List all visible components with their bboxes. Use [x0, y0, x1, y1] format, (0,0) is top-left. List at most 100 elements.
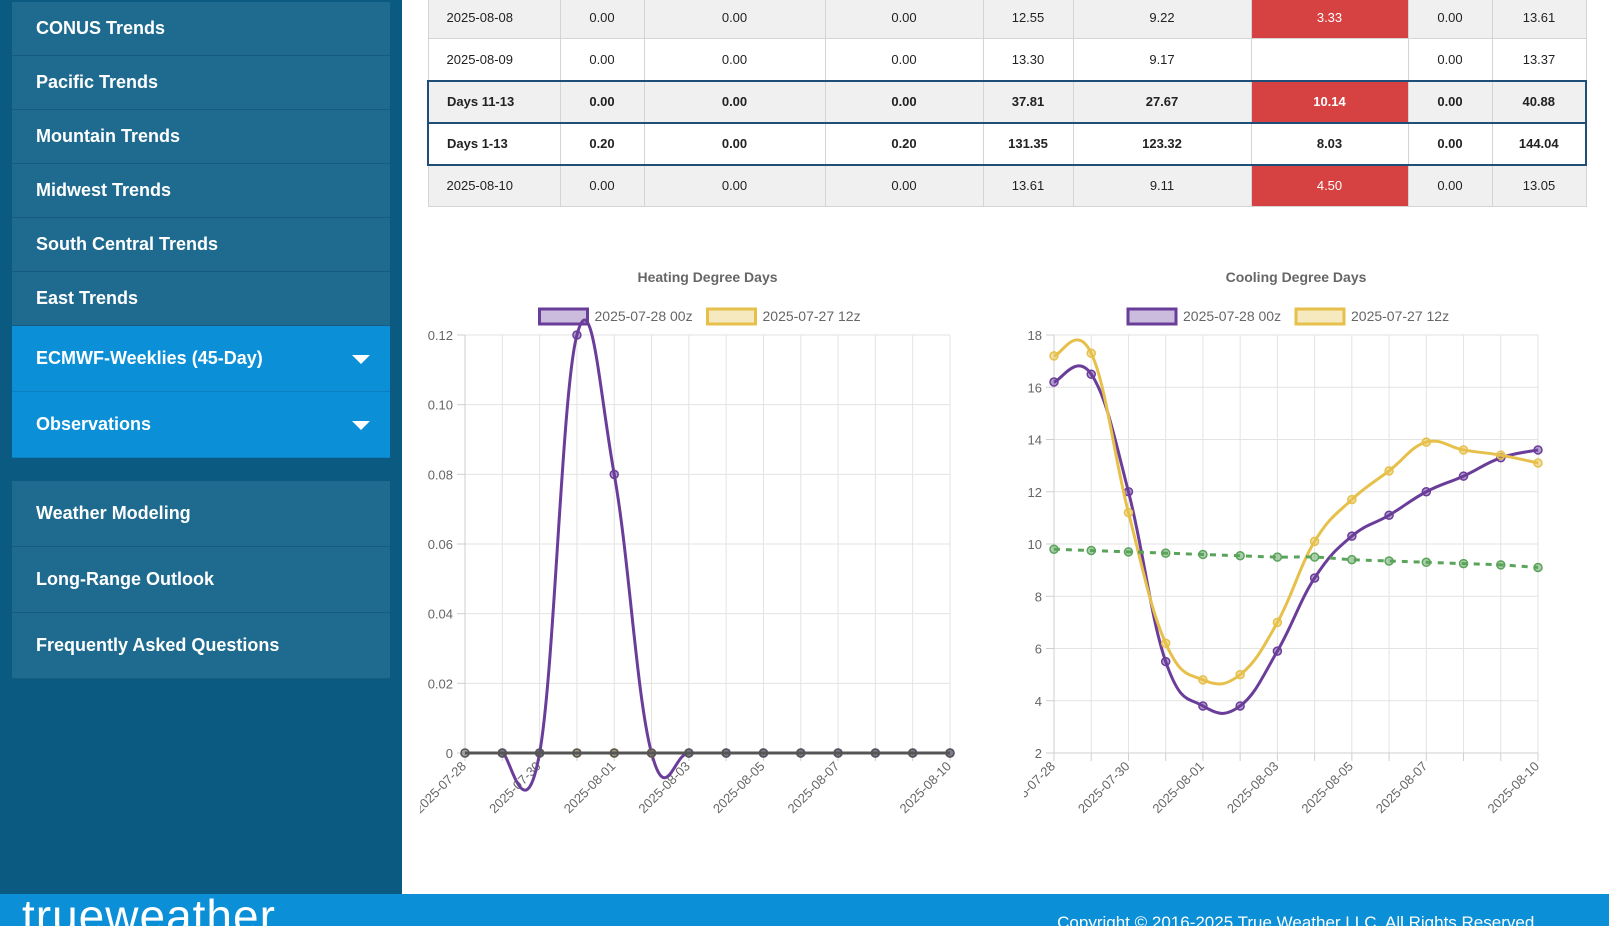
legend-label: 2025-07-28 00z: [1183, 308, 1281, 324]
chevron-down-icon[interactable]: [352, 420, 370, 430]
value-cell: 13.61: [1491, 0, 1587, 39]
y-tick-label: 2: [1035, 746, 1042, 761]
sidebar-item-label: Frequently Asked Questions: [36, 635, 280, 655]
legend-label: 2025-07-27 12z: [1351, 308, 1449, 324]
data-point: [460, 748, 470, 758]
value-cell: 13.30: [982, 38, 1074, 81]
data-point: [1458, 471, 1469, 481]
y-tick-label: 0.12: [428, 328, 453, 343]
sidebar-item-observations[interactable]: Observations: [12, 392, 390, 458]
y-tick-label: 10: [1028, 537, 1042, 552]
table-row: 2025-08-09 0.00 0.00 0.00 13.30 9.17 4.13 0.00 1…: [427, 38, 1587, 81]
data-point: [1347, 494, 1357, 505]
data-point: [1309, 552, 1320, 562]
value-cell: 37.81: [982, 79, 1074, 124]
data-point: [1309, 536, 1320, 547]
data-point: [1235, 701, 1245, 711]
y-tick-label: 14: [1028, 433, 1042, 448]
data-point: [796, 748, 806, 758]
sidebar-item-label: Pacific Trends: [36, 72, 159, 92]
y-tick-label: 4: [1035, 694, 1042, 709]
legend-swatch: [1294, 307, 1346, 326]
value-cell: 144.04: [1491, 122, 1587, 166]
x-tick-label: 2025-08-01: [1149, 759, 1207, 817]
value-cell: 131.35: [982, 122, 1074, 166]
trueweather-logo[interactable]: trueweather: [22, 894, 276, 926]
x-tick-label: 2025-08-07: [785, 759, 843, 817]
sidebar-item-mountain-trends[interactable]: Mountain Trends: [12, 110, 390, 164]
data-point: [497, 748, 508, 758]
value-cell: 9.11: [1072, 164, 1252, 207]
data-point: [1086, 348, 1096, 359]
sidebar-item-long-range-outlook[interactable]: Long-Range Outlook: [12, 547, 390, 613]
data-point: [1421, 557, 1432, 568]
sidebar-item-label: Long-Range Outlook: [36, 569, 214, 589]
value-cell: 40.88: [1491, 79, 1587, 124]
data-point: [1272, 552, 1283, 562]
y-tick-label: 16: [1028, 380, 1042, 395]
data-point: [1160, 656, 1171, 667]
x-tick-label: 2025-08-03: [635, 759, 693, 817]
value-cell: 0.20: [824, 122, 984, 166]
x-tick-label: 2025-07-28: [420, 759, 469, 817]
table-row: 2025-08-10 0.00 0.00 0.00 13.61 9.11 4.50 0.00 1…: [427, 164, 1587, 207]
data-point: [1533, 458, 1543, 468]
legend-label: 2025-07-27 12z: [763, 308, 861, 324]
value-cell: 10.14: [1250, 79, 1409, 124]
value-cell: 0.00: [559, 38, 645, 81]
sidebar-item-label: Mountain Trends: [36, 126, 180, 146]
x-tick-label: 2025-08-07: [1373, 759, 1431, 817]
value-cell: 0.00: [643, 122, 826, 166]
row-label-cell: Days 11-13: [427, 79, 561, 124]
links-nav: Weather Modeling Long-Range Outlook Freq…: [12, 481, 390, 679]
data-point: [1086, 369, 1096, 379]
chevron-down-icon[interactable]: [352, 354, 370, 364]
data-point: [646, 748, 657, 758]
data-point: [1198, 675, 1208, 685]
value-cell: 0.00: [559, 79, 645, 124]
data-point: [1421, 437, 1432, 447]
sidebar-item-pacific-trends[interactable]: Pacific Trends: [12, 56, 390, 110]
summary-row-days-11-13: Days 11-13 0.00 0.00 0.00 37.81 27.67 10.14 0.0…: [427, 79, 1587, 124]
data-point: [572, 330, 582, 340]
data-point: [1049, 544, 1059, 554]
sidebar-item-ecmwf-weeklies[interactable]: ECMWF-Weeklies (45-Day): [12, 326, 390, 392]
degree-days-table: 2025-08-08 0.00 0.00 0.00 12.55 9.22 3.33 0.00 1…: [427, 0, 1587, 207]
sidebar-item-label: East Trends: [36, 288, 139, 308]
value-cell: 0.00: [824, 164, 984, 207]
sidebar-item-conus-trends[interactable]: CONUS Trends: [12, 2, 390, 56]
data-point: [1272, 617, 1283, 628]
table-row: 2025-08-08 0.00 0.00 0.00 12.55 9.22 3.33 0.00 1…: [427, 0, 1587, 39]
sidebar-item-weather-modeling[interactable]: Weather Modeling: [12, 481, 390, 547]
value-cell: 13.61: [982, 164, 1074, 207]
data-point: [1160, 638, 1171, 649]
value-cell: 0.00: [643, 0, 826, 39]
value-cell: 9.17: [1072, 38, 1252, 81]
sidebar-item-south-central-trends[interactable]: South Central Trends: [12, 218, 390, 272]
sidebar-item-label: South Central Trends: [36, 234, 219, 254]
data-point: [907, 748, 918, 758]
value-cell: 0.00: [1407, 38, 1493, 81]
value-cell: 0.00: [643, 164, 826, 207]
row-label-cell: Days 1-13: [427, 122, 561, 166]
data-point: [870, 748, 881, 758]
value-cell: 9.22: [1072, 0, 1252, 39]
sidebar-item-midwest-trends[interactable]: Midwest Trends: [12, 164, 390, 218]
value-cell: 27.67: [1072, 79, 1252, 124]
data-point: [1235, 669, 1245, 680]
data-point: [1384, 556, 1394, 566]
data-point: [1496, 560, 1506, 570]
data-point: [1086, 545, 1096, 556]
data-point: [609, 469, 619, 480]
sidebar-item-east-trends[interactable]: East Trends: [12, 272, 390, 326]
trends-nav: CONUS Trends Pacific Trends Mountain Tre…: [12, 2, 390, 458]
data-point: [833, 748, 843, 758]
data-point: [534, 748, 545, 758]
data-point: [1533, 562, 1543, 573]
summary-row-days-1-13: Days 1-13 0.20 0.00 0.20 131.35 123.32 8.03 0.0…: [427, 122, 1587, 166]
y-tick-label: 6: [1035, 642, 1042, 657]
sidebar-item-faq[interactable]: Frequently Asked Questions: [12, 613, 390, 679]
data-point: [1123, 547, 1134, 557]
sidebar: CONUS Trends Pacific Trends Mountain Tre…: [0, 0, 402, 894]
value-cell: 0.00: [824, 79, 984, 124]
